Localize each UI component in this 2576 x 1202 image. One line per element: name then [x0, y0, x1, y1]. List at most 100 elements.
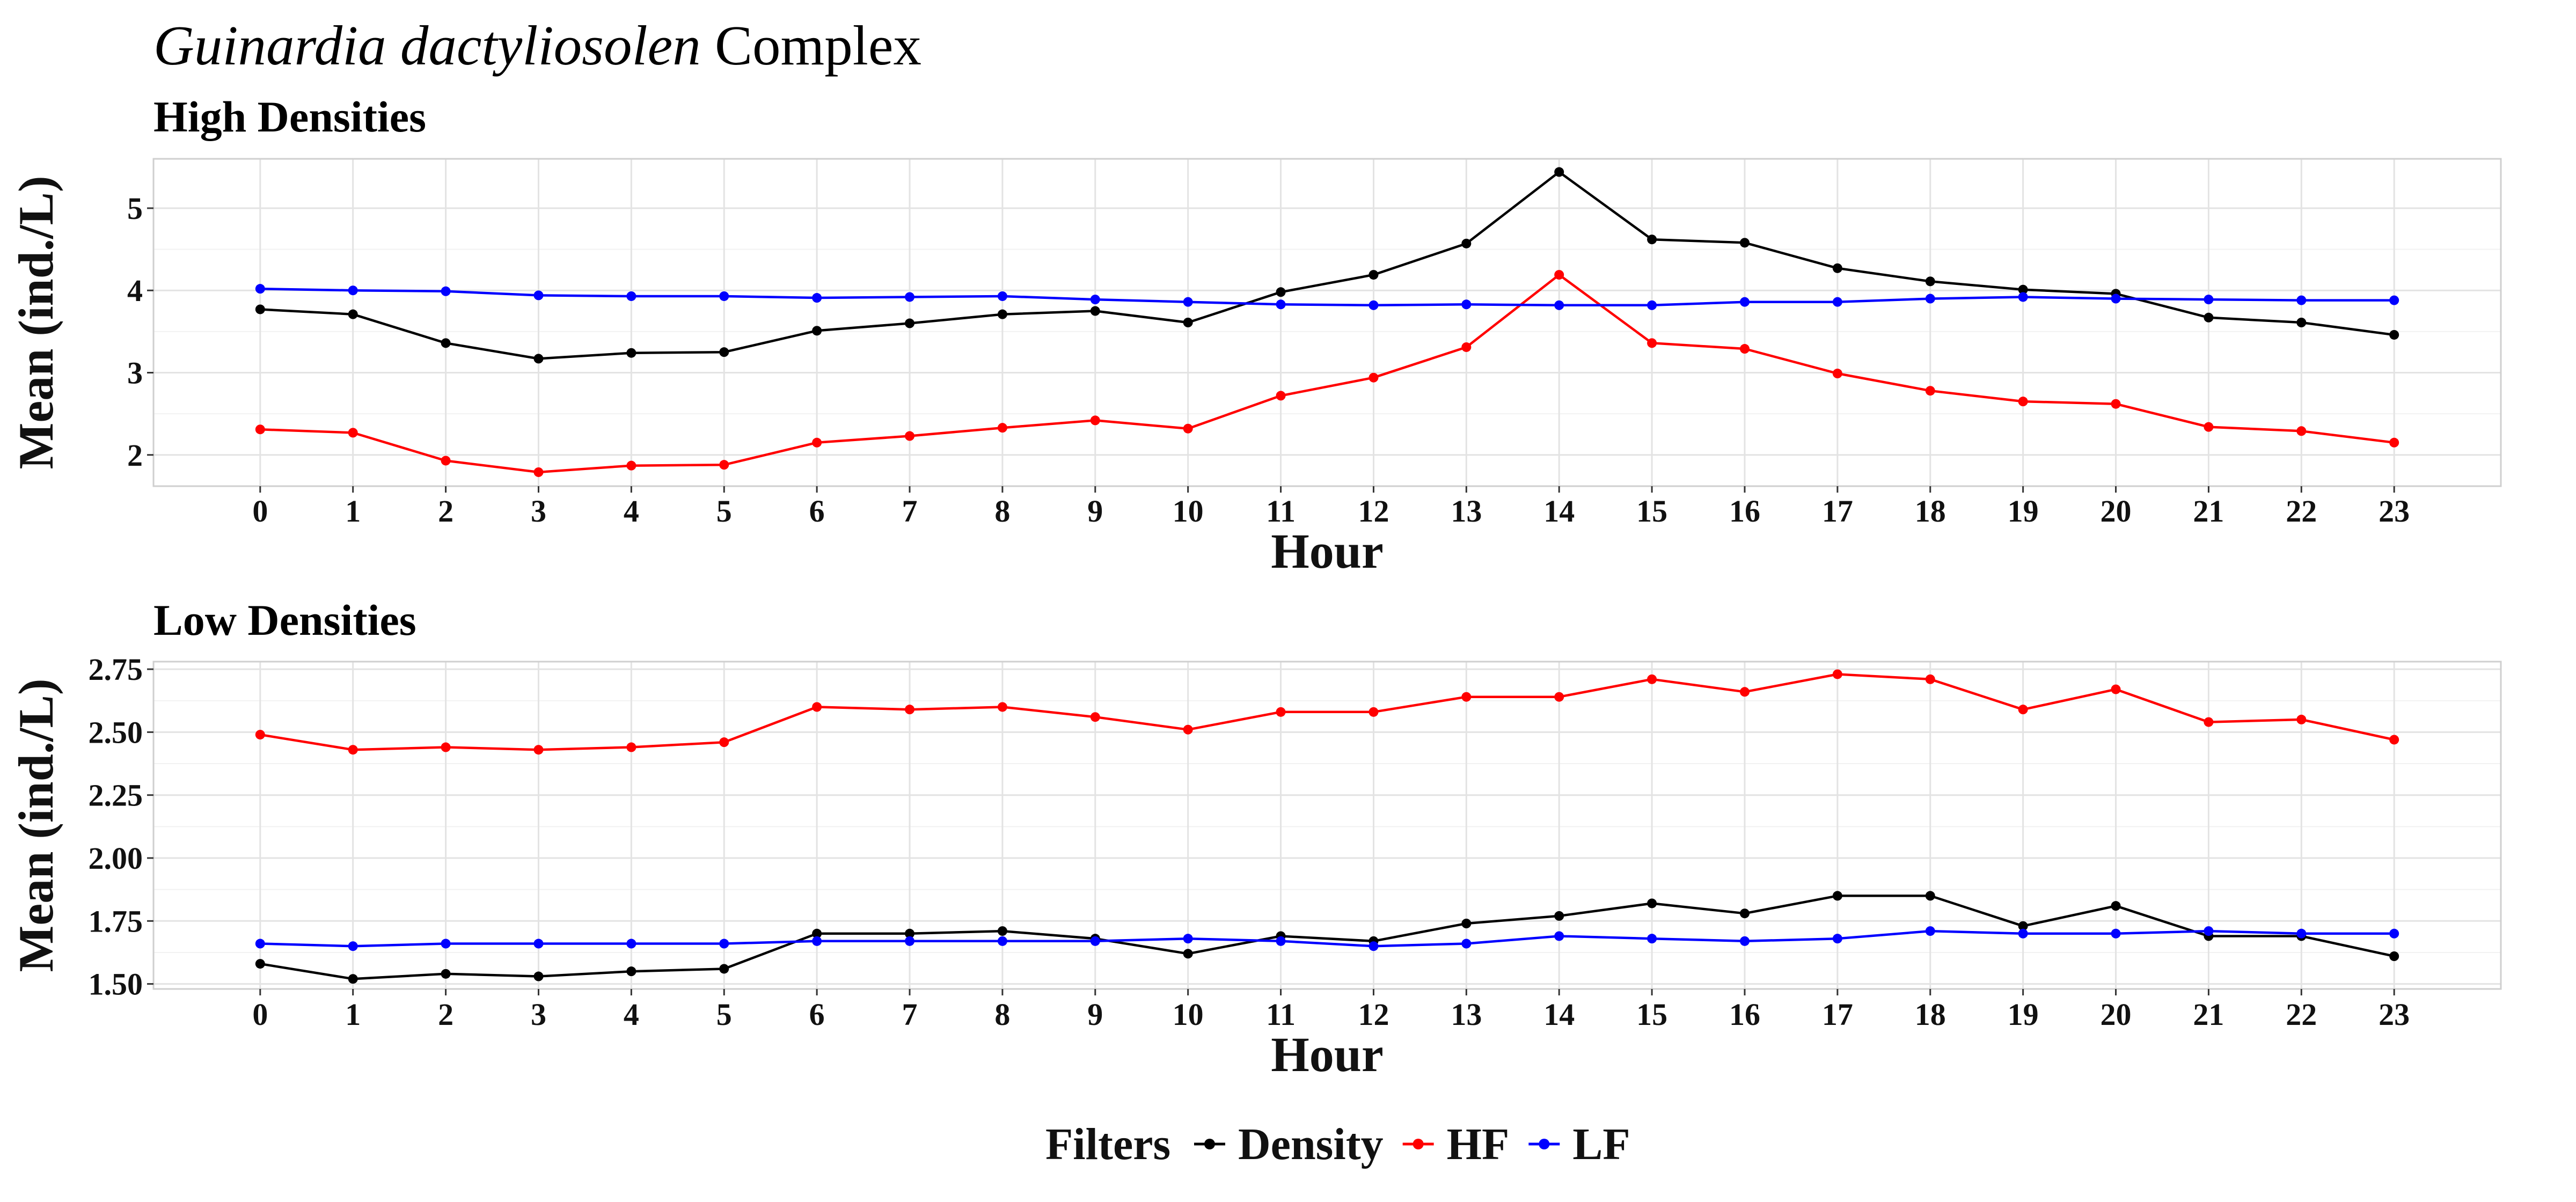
y-axis-title: Mean (ind./L) — [9, 176, 63, 470]
data-point — [1832, 297, 1842, 307]
data-point — [1276, 287, 1286, 297]
data-point — [1739, 344, 1750, 354]
data-point — [1554, 931, 1564, 941]
x-tick-label: 8 — [994, 997, 1010, 1032]
series-lf — [255, 926, 2399, 951]
data-point — [1832, 369, 1842, 379]
data-point — [1461, 238, 1472, 248]
x-tick-label: 12 — [1358, 997, 1389, 1032]
legend-item-lf: LF — [1528, 1119, 1630, 1169]
series-density — [255, 891, 2399, 984]
x-tick-label: 9 — [1087, 997, 1103, 1032]
data-point — [1090, 936, 1100, 946]
x-tick-label: 14 — [1543, 494, 1575, 529]
legend-label: LF — [1572, 1119, 1630, 1169]
data-point — [1554, 911, 1564, 921]
y-tick-label: 2.25 — [89, 778, 143, 813]
x-tick-label: 13 — [1451, 997, 1482, 1032]
grid — [153, 662, 2501, 989]
series-lf — [255, 284, 2399, 310]
x-tick-label: 15 — [1636, 997, 1667, 1032]
data-point — [2111, 399, 2121, 409]
y-tick-label: 2.75 — [89, 652, 143, 687]
panel-title: High Densities — [153, 92, 426, 141]
x-tick-label: 9 — [1087, 494, 1103, 529]
x-tick-label: 8 — [994, 494, 1010, 529]
data-point — [719, 291, 729, 301]
data-point — [2018, 705, 2028, 715]
data-point — [905, 292, 915, 302]
data-point — [441, 969, 451, 979]
data-point — [812, 928, 822, 939]
data-point — [905, 318, 915, 328]
data-point — [2111, 294, 2121, 304]
data-point — [719, 964, 729, 974]
data-point — [1739, 936, 1750, 946]
series-line — [260, 273, 2395, 474]
data-point — [1183, 724, 1193, 735]
y-tick-label: 2 — [127, 438, 143, 473]
legend-key-point — [1539, 1139, 1550, 1149]
legend-label: Density — [1238, 1119, 1384, 1169]
data-point — [2018, 397, 2028, 407]
x-tick-label: 2 — [438, 997, 453, 1032]
data-point — [255, 424, 265, 435]
data-point — [626, 348, 636, 358]
data-point — [1647, 674, 1657, 684]
x-tick-label: 21 — [2193, 494, 2224, 529]
data-point — [719, 737, 729, 747]
data-point — [1832, 669, 1842, 679]
data-point — [1554, 300, 1564, 310]
data-point — [1647, 234, 1657, 245]
data-point — [255, 939, 265, 949]
data-point — [533, 971, 544, 981]
panel-title: Low Densities — [153, 596, 416, 644]
data-point — [348, 974, 358, 984]
x-tick-label: 3 — [531, 997, 546, 1032]
data-point — [2296, 295, 2307, 305]
x-tick-label: 7 — [902, 494, 918, 529]
data-point — [905, 705, 915, 715]
series-line — [260, 895, 2395, 980]
x-tick-label: 20 — [2101, 494, 2132, 529]
y-axis-title: Mean (ind./L) — [9, 679, 63, 972]
data-point — [812, 293, 822, 303]
x-tick-label: 5 — [716, 494, 732, 529]
y-tick-label: 5 — [127, 191, 143, 226]
x-tick-label: 1 — [345, 997, 361, 1032]
data-point — [1368, 270, 1379, 280]
x-tick-label: 10 — [1173, 997, 1204, 1032]
x-tick-label: 22 — [2286, 997, 2317, 1032]
data-point — [441, 338, 451, 348]
figure-title-species: Guinardia dactyliosolen — [153, 14, 701, 77]
x-tick-label: 18 — [1915, 997, 1946, 1032]
data-point — [1183, 423, 1193, 434]
data-point — [1368, 372, 1379, 383]
data-point — [441, 456, 451, 466]
x-tick-label: 1 — [345, 494, 361, 529]
x-tick-label: 11 — [1266, 997, 1296, 1032]
data-point — [2018, 284, 2028, 295]
data-point — [2204, 295, 2214, 305]
data-point — [2296, 928, 2307, 939]
data-point — [1925, 386, 1935, 396]
x-tick-label: 23 — [2379, 494, 2410, 529]
data-point — [2018, 928, 2028, 939]
data-point — [348, 285, 358, 296]
x-tick-label: 21 — [2193, 997, 2224, 1032]
x-tick-label: 6 — [809, 494, 825, 529]
data-point — [441, 742, 451, 752]
data-point — [1461, 939, 1472, 949]
data-point — [2389, 437, 2399, 448]
data-point — [1090, 295, 1100, 305]
x-tick-label: 12 — [1358, 494, 1389, 529]
data-point — [1368, 707, 1379, 717]
data-point — [719, 939, 729, 949]
data-point — [348, 428, 358, 438]
data-point — [1090, 306, 1100, 316]
data-point — [533, 354, 544, 364]
data-point — [626, 291, 636, 301]
data-point — [348, 745, 358, 755]
data-point — [1647, 338, 1657, 348]
